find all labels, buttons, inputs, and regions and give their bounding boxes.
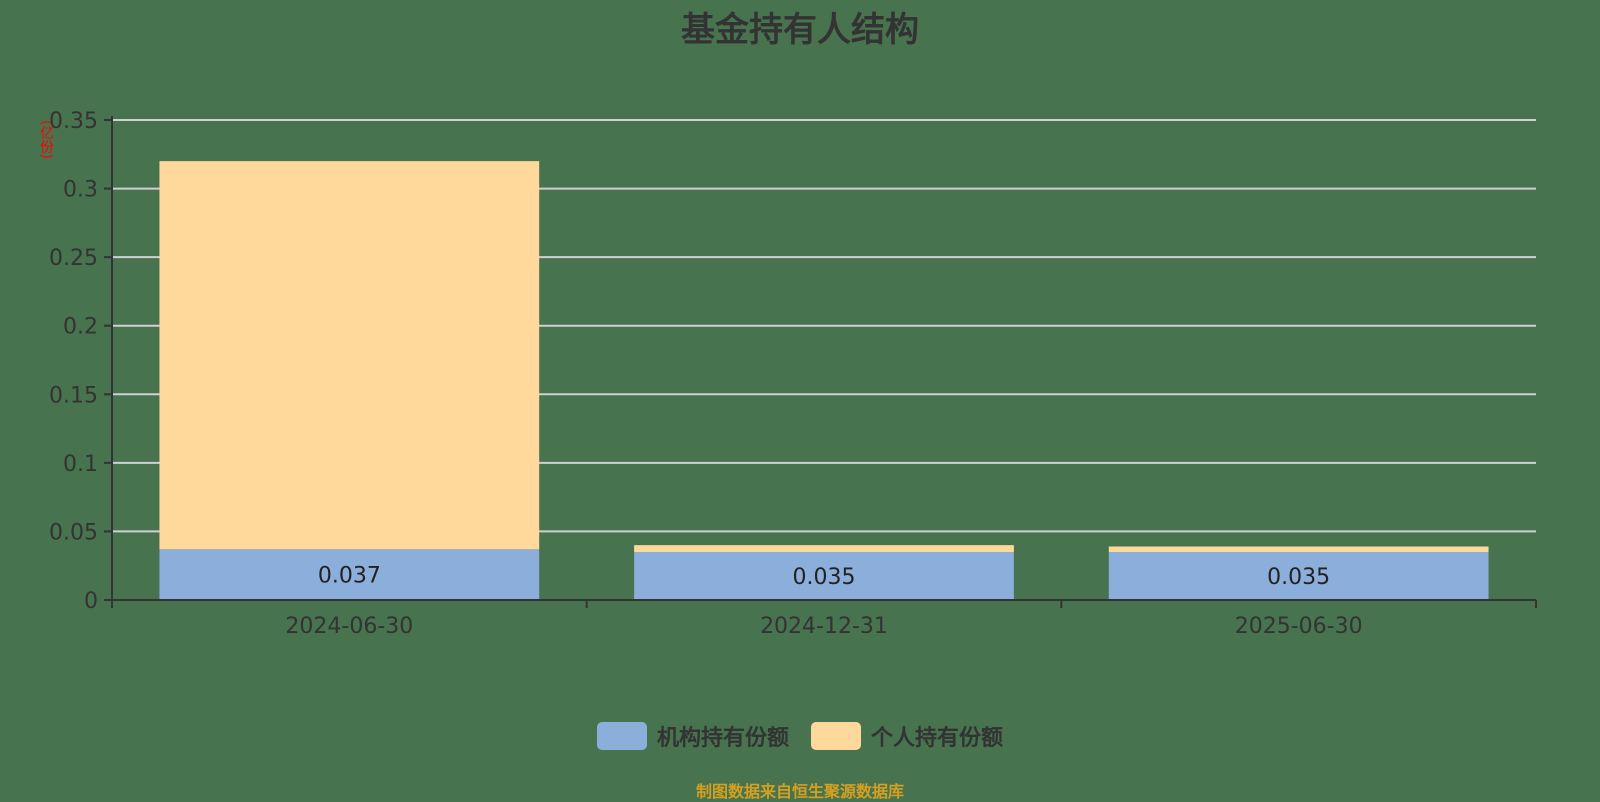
y-tick-label: 0.1	[63, 452, 98, 477]
bar-value-label: 0.037	[318, 564, 381, 589]
x-tick-label: 2025-06-30	[1235, 614, 1363, 639]
bar-segment[interactable]	[159, 161, 540, 550]
y-tick-label: 0.25	[49, 246, 98, 271]
legend-swatch-institutional	[596, 722, 647, 750]
x-tick-label: 2024-12-31	[760, 614, 888, 639]
legend-label-institutional: 机构持有份额	[656, 726, 789, 751]
legend-item-individual[interactable]: 个人持有份额	[811, 720, 1003, 752]
bar-segment[interactable]	[1108, 546, 1489, 552]
bar-segment[interactable]	[159, 549, 540, 600]
bar-value-label: 0.035	[1267, 565, 1330, 590]
x-tick-label: 2024-06-30	[285, 614, 413, 639]
legend-label-individual: 个人持有份额	[871, 726, 1004, 751]
y-tick-label: 0.05	[49, 520, 98, 545]
y-tick-label: 0.2	[63, 315, 98, 340]
y-tick-label: 0.35	[49, 109, 98, 134]
bar-segment[interactable]	[634, 552, 1014, 600]
chart-title: 基金持有人结构	[681, 10, 919, 50]
legend: 机构持有份额 个人持有份额	[0, 720, 1600, 752]
legend-item-institutional[interactable]: 机构持有份额	[596, 720, 789, 752]
data-source-note: 制图数据来自恒生聚源数据库	[695, 782, 904, 801]
bar-segment[interactable]	[634, 545, 1014, 552]
bar-segment[interactable]	[1108, 552, 1489, 600]
bar-value-label: 0.035	[793, 565, 856, 590]
y-tick-label: 0.15	[49, 383, 98, 408]
legend-swatch-individual	[811, 722, 861, 750]
y-tick-label: 0.3	[63, 178, 98, 203]
y-axis-unit: (亿份)	[38, 120, 54, 159]
y-tick-label: 0	[84, 589, 98, 614]
